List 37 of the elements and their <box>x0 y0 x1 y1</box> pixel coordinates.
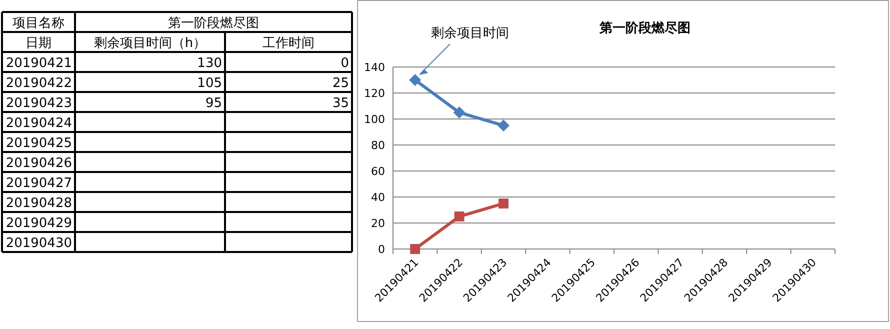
text: 项目名称 <box>12 16 64 31</box>
data-label: 130 <box>197 56 222 71</box>
point <box>498 120 510 132</box>
y-tick-label: 20190430 <box>6 236 72 251</box>
y-tick-label: 20190426 <box>6 156 72 171</box>
data-label: 0 <box>340 56 349 71</box>
point <box>498 198 508 208</box>
y-tick-label: 20190424 <box>6 116 72 131</box>
data-label: 35 <box>332 96 349 111</box>
y-tick-label: 20190422 <box>6 76 72 91</box>
y-tick-label: 40 <box>371 191 385 204</box>
data-label: 105 <box>197 76 222 91</box>
x-tick-label: 工作时间 <box>262 36 314 51</box>
x-tick-label: 剩余项目时间（h） <box>94 36 206 51</box>
y-tick-label: 20190423 <box>6 96 72 111</box>
chart-title: 第一阶段燃尽图 <box>168 16 259 31</box>
y-tick-label: 80 <box>371 139 385 152</box>
y-tick-label: 120 <box>364 87 385 100</box>
point <box>410 244 420 254</box>
y-tick-label: 100 <box>364 113 385 126</box>
chart-title: 第一阶段燃尽图 <box>598 21 690 36</box>
y-tick-label: 60 <box>371 165 385 178</box>
annotation: 剩余项目时间 <box>431 26 509 41</box>
y-tick-label: 20190425 <box>6 136 72 151</box>
y-tick-label: 20190427 <box>6 176 72 191</box>
y-tick-label: 20190428 <box>6 196 72 211</box>
point <box>453 106 466 118</box>
y-tick-label: 20190421 <box>6 56 72 71</box>
point <box>409 74 422 86</box>
point <box>454 212 464 222</box>
data-label: 95 <box>205 96 222 111</box>
annotation: 日期 <box>26 36 52 51</box>
y-tick-label: 140 <box>364 61 385 74</box>
y-tick-label: 0 <box>378 243 385 256</box>
data-label: 25 <box>332 76 349 91</box>
y-tick-label: 20190429 <box>6 216 72 231</box>
y-tick-label: 20 <box>371 217 385 230</box>
